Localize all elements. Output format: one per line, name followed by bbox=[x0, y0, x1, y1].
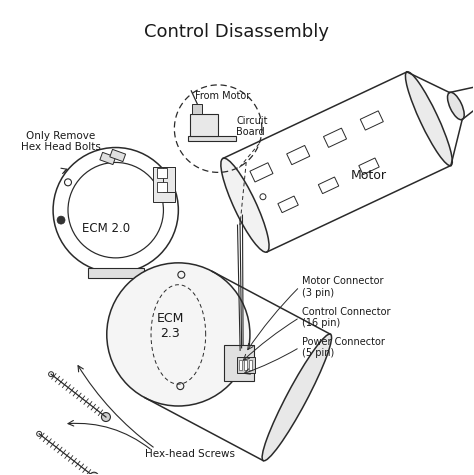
Bar bbox=[100, 152, 116, 164]
Ellipse shape bbox=[405, 72, 452, 166]
Text: Circuit
Board: Circuit Board bbox=[236, 116, 267, 137]
Bar bbox=[157, 182, 167, 192]
Ellipse shape bbox=[262, 334, 332, 461]
Bar bbox=[154, 167, 175, 202]
Bar bbox=[360, 111, 383, 130]
Bar bbox=[192, 104, 202, 114]
Bar bbox=[238, 360, 242, 370]
Bar bbox=[323, 128, 346, 147]
Ellipse shape bbox=[221, 158, 269, 252]
Circle shape bbox=[57, 216, 65, 224]
Bar bbox=[278, 196, 298, 213]
Text: Hex-head Screws: Hex-head Screws bbox=[145, 449, 235, 459]
Circle shape bbox=[107, 263, 250, 406]
Text: Power Connector
(5 pin): Power Connector (5 pin) bbox=[301, 337, 384, 358]
Text: Only Remove
Hex Head Bolts: Only Remove Hex Head Bolts bbox=[21, 131, 101, 152]
Bar bbox=[250, 163, 273, 182]
Circle shape bbox=[49, 372, 54, 377]
Bar bbox=[319, 177, 339, 194]
Circle shape bbox=[90, 472, 99, 475]
Bar bbox=[88, 268, 144, 278]
Bar bbox=[287, 145, 310, 165]
Bar bbox=[224, 345, 254, 380]
Bar bbox=[190, 114, 218, 135]
Text: ECM 2.0: ECM 2.0 bbox=[82, 221, 130, 235]
Circle shape bbox=[101, 413, 110, 421]
Text: From Motor: From Motor bbox=[195, 91, 251, 101]
Circle shape bbox=[36, 431, 42, 437]
Text: Motor Connector
(3 pin): Motor Connector (3 pin) bbox=[301, 276, 383, 297]
Text: Motor: Motor bbox=[351, 169, 387, 182]
Bar bbox=[110, 149, 126, 162]
Bar bbox=[157, 169, 167, 178]
Bar bbox=[244, 360, 246, 370]
Bar bbox=[237, 357, 255, 373]
Bar bbox=[188, 135, 236, 141]
Text: Control Disassembly: Control Disassembly bbox=[145, 23, 329, 41]
Text: Control Connector
(16 pin): Control Connector (16 pin) bbox=[301, 307, 390, 328]
Text: ECM
2.3: ECM 2.3 bbox=[157, 313, 184, 341]
Ellipse shape bbox=[447, 92, 464, 120]
Bar bbox=[164, 167, 175, 192]
Bar bbox=[359, 158, 379, 175]
Bar bbox=[248, 360, 252, 370]
